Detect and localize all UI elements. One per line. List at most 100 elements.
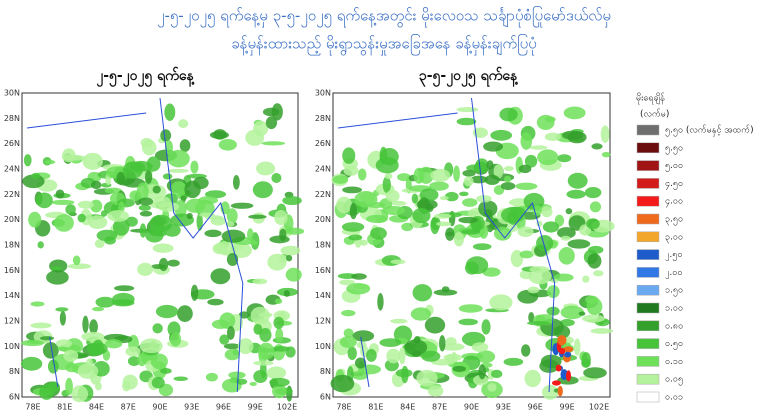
rain-blob — [138, 197, 154, 206]
rain-blob — [557, 335, 567, 346]
rain-blob — [63, 349, 79, 362]
legend-swatch — [636, 142, 660, 154]
rain-blob — [261, 141, 286, 146]
rain-field — [330, 106, 615, 400]
rain-blob — [144, 170, 153, 184]
rain-blob — [458, 318, 478, 326]
rain-blob — [40, 336, 55, 341]
rain-blob — [50, 266, 63, 271]
rain-blob — [348, 234, 363, 241]
rain-blob — [528, 311, 535, 324]
legend-swatch — [636, 178, 660, 189]
rain-blob — [77, 363, 99, 379]
rain-blob — [527, 286, 540, 294]
rain-blob — [280, 245, 301, 256]
rain-blob — [483, 141, 504, 152]
rain-blob — [585, 295, 599, 304]
rain-blob — [518, 164, 532, 174]
rain-blob — [218, 138, 237, 151]
y-tick-label: 12N — [315, 317, 331, 326]
rain-blob — [94, 239, 105, 249]
x-tick-label: 96E — [528, 403, 543, 412]
legend-swatch — [636, 356, 660, 367]
rain-blob — [30, 301, 45, 307]
rain-blob — [273, 316, 285, 329]
rain-blob — [77, 213, 86, 223]
y-tick-label: 20N — [315, 215, 331, 224]
rain-blob — [584, 187, 602, 199]
rain-blob — [237, 338, 254, 355]
legend-label: ၂.၅၀ — [665, 250, 682, 261]
rain-blob — [112, 218, 130, 236]
rain-blob — [226, 208, 238, 224]
rain-blob — [190, 284, 199, 301]
rain-blob — [379, 338, 402, 347]
rain-blob — [284, 227, 305, 235]
rain-blob — [57, 346, 68, 351]
rain-blob — [77, 200, 94, 209]
rain-blob — [151, 376, 165, 389]
rain-blob — [341, 309, 356, 317]
rain-blob — [589, 201, 602, 213]
rain-blob — [523, 192, 545, 210]
rain-blob — [137, 262, 154, 276]
rain-blob — [65, 377, 73, 396]
rain-blob — [51, 199, 75, 205]
rain-blob — [582, 275, 590, 283]
x-tick-label: 99E — [560, 403, 575, 412]
rain-blob — [475, 158, 489, 174]
x-tick-label: 81E — [368, 403, 383, 412]
y-tick-label: 18N — [315, 241, 331, 250]
rain-blob — [271, 103, 283, 121]
y-tick-label: 8N — [9, 367, 20, 376]
rain-blob — [427, 385, 444, 397]
rain-blob — [198, 196, 219, 205]
rain-blob — [542, 384, 559, 400]
rain-blob — [164, 103, 176, 121]
x-tick-label: 99E — [248, 403, 263, 412]
rain-blob — [67, 263, 92, 270]
rain-blob — [521, 344, 531, 357]
rain-blob — [493, 164, 504, 179]
rain-blob — [600, 125, 610, 143]
rain-blob — [39, 384, 55, 400]
rain-blob — [553, 325, 571, 339]
y-tick-label: 26N — [315, 139, 331, 148]
y-tick-label: 20N — [4, 215, 20, 224]
x-tick-label: 81E — [57, 403, 72, 412]
rain-blob — [137, 353, 147, 367]
rain-blob — [581, 352, 591, 368]
rain-blob — [346, 283, 371, 295]
rain-blob — [587, 253, 602, 269]
rain-blob — [190, 160, 199, 174]
legend-swatch — [636, 373, 660, 385]
y-tick-label: 24N — [4, 165, 20, 174]
rain-blob — [352, 330, 375, 342]
y-tick-label: 22N — [4, 190, 20, 199]
legend-swatch — [636, 302, 660, 314]
rain-blob — [390, 318, 408, 324]
rain-blob — [122, 380, 131, 392]
rain-blob — [127, 356, 141, 367]
rain-blob — [560, 369, 568, 381]
rain-blob — [72, 255, 81, 266]
rain-blob — [339, 336, 357, 348]
rain-blob — [65, 362, 79, 373]
rain-blob — [249, 381, 257, 386]
rain-blob — [593, 270, 604, 277]
rain-blob — [500, 182, 516, 191]
rain-blob — [520, 132, 533, 150]
y-tick-label: 28N — [4, 114, 20, 123]
rain-blob — [45, 160, 56, 165]
rain-blob — [162, 173, 173, 180]
legend-swatch — [636, 391, 660, 403]
rain-blob — [458, 216, 478, 224]
legend-swatch — [636, 124, 660, 136]
x-tick-label: 84E — [89, 403, 104, 412]
rain-blob — [565, 208, 573, 215]
rain-blob — [228, 371, 246, 379]
rain-blob — [209, 131, 229, 139]
legend-label: ၅.၀၀ — [665, 161, 683, 172]
rain-blob — [486, 160, 494, 170]
rain-blob — [54, 214, 74, 232]
